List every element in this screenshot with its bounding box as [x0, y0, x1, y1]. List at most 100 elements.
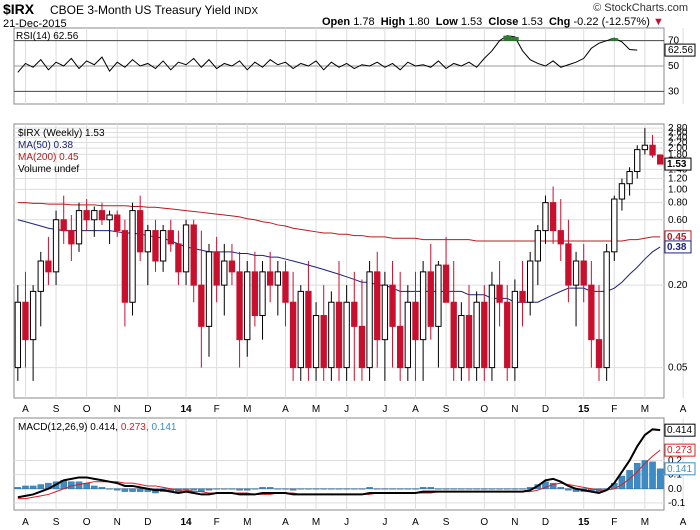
macd-histogram-bar [633, 463, 641, 489]
macd-histogram-bar [358, 488, 366, 490]
candle-down [588, 284, 595, 341]
candle-up [159, 230, 167, 262]
rsi-tick-label: 70 [668, 36, 680, 47]
rsi-tick-label: 50 [668, 61, 680, 72]
candle-up [182, 224, 190, 273]
macd-histogram-bar [106, 488, 113, 490]
price-tick-label: 2.20 [668, 137, 688, 148]
candle-down [213, 251, 220, 286]
macd-histogram-bar [221, 488, 228, 490]
candle-down [649, 144, 656, 156]
price-value-tag [664, 157, 692, 171]
x-axis-label-bottom: O [480, 517, 488, 528]
candle-down [152, 230, 159, 262]
price-tick-label: 1.80 [668, 149, 688, 160]
candle-up [488, 284, 496, 369]
macd-panel-frame [13, 417, 665, 511]
candle-up [91, 210, 98, 221]
price-tick-label: 1.20 [668, 174, 688, 185]
macd-tick-label: 0.2 [668, 455, 682, 466]
candle-up [106, 214, 113, 221]
price-tick-label: 0.20 [668, 280, 688, 291]
x-axis-label-bottom: N [511, 517, 518, 528]
macd-histogram-bar [427, 487, 435, 489]
candle-down [121, 230, 129, 303]
x-axis-label-bottom: 14 [180, 517, 192, 528]
candle-down [358, 325, 366, 369]
candle-up [144, 230, 152, 253]
high-value: 1.80 [408, 16, 430, 28]
candle-down [595, 339, 603, 369]
candle-down [657, 154, 664, 165]
chart-date: 21-Dec-2015 [3, 18, 67, 30]
price-tick-label: 0.80 [668, 198, 688, 209]
macd-histogram-bar [190, 488, 197, 491]
macd-legend: MACD(12,26,9) 0.414, 0.273, 0.141 [18, 422, 177, 433]
candle-up [52, 219, 60, 273]
candle-down [22, 301, 29, 341]
x-axis-label-bottom: F [214, 517, 220, 528]
candle-down [289, 301, 297, 369]
macd-value-tag [664, 443, 696, 457]
x-axis-label: S [53, 404, 60, 415]
macd-histogram-bar [488, 488, 496, 490]
candle-up [29, 290, 37, 341]
candle-down [427, 271, 434, 327]
candle-down [175, 243, 182, 273]
macd-histogram-bar [396, 488, 404, 490]
watermark: © StockCharts.com [593, 2, 688, 14]
macd-tick-label: 0.0 [668, 484, 682, 495]
macd-histogram-bar [205, 488, 213, 491]
candle-up [129, 210, 136, 303]
candle-up [259, 271, 266, 317]
x-axis-label: D [144, 404, 151, 415]
x-axis-label-bottom: D [144, 517, 151, 528]
x-axis-label: A [680, 404, 687, 415]
macd-histogram-bar [412, 488, 419, 490]
macd-histogram-bar [251, 488, 259, 490]
candle-down [83, 210, 90, 221]
x-axis-label: S [443, 404, 450, 415]
price-tick-label: 2.60 [668, 128, 688, 139]
description-line: CBOE 3-Month US Treasury Yield INDX [50, 3, 258, 17]
chg-value: -0.22 (-12.57%) [573, 16, 650, 28]
candle-up [404, 301, 412, 369]
candle-down [320, 315, 327, 369]
x-axis-label: J [382, 404, 387, 415]
x-axis-label-bottom: A [282, 517, 289, 528]
macd-histogram-bar [312, 488, 320, 490]
price-tick-label: 1.00 [668, 184, 688, 195]
macd-value-tag-label: 0.141 [667, 464, 692, 475]
open-label: Open [322, 16, 351, 28]
candle-up [473, 301, 480, 369]
x-axis-label-bottom: D [542, 517, 549, 528]
candle-up [419, 271, 427, 341]
macd-histogram-bar [259, 487, 266, 489]
macd-histogram-bar [465, 488, 473, 490]
description: CBOE 3-Month US Treasury Yield [50, 3, 231, 17]
candle-down [519, 290, 526, 303]
macd-histogram-bar [14, 487, 22, 489]
candle-down [397, 325, 404, 369]
candle-down [412, 301, 419, 341]
candle-up [244, 271, 251, 341]
candle-up [641, 144, 649, 151]
candle-up [626, 171, 633, 185]
macd-histogram-bar [450, 488, 457, 490]
price-legend-symbol: $IRX (Weekly) 1.53 [18, 128, 105, 139]
candle-down [442, 264, 450, 303]
candle-down [580, 260, 587, 286]
candle-down [351, 301, 358, 327]
macd-histogram-bar [511, 488, 519, 490]
x-axis-label: D [542, 404, 549, 415]
x-axis-label: O [83, 404, 91, 415]
x-axis-label-bottom: M [243, 517, 251, 528]
candle-up [603, 251, 610, 369]
candle-down [335, 301, 343, 369]
x-axis-label-bottom: M [641, 517, 649, 528]
macd-legend-part: 0.414, [90, 422, 121, 433]
macd-histogram-bar [320, 488, 327, 490]
macd-histogram-bar [129, 488, 136, 492]
candle-down [137, 210, 144, 253]
candle-up [618, 183, 626, 200]
